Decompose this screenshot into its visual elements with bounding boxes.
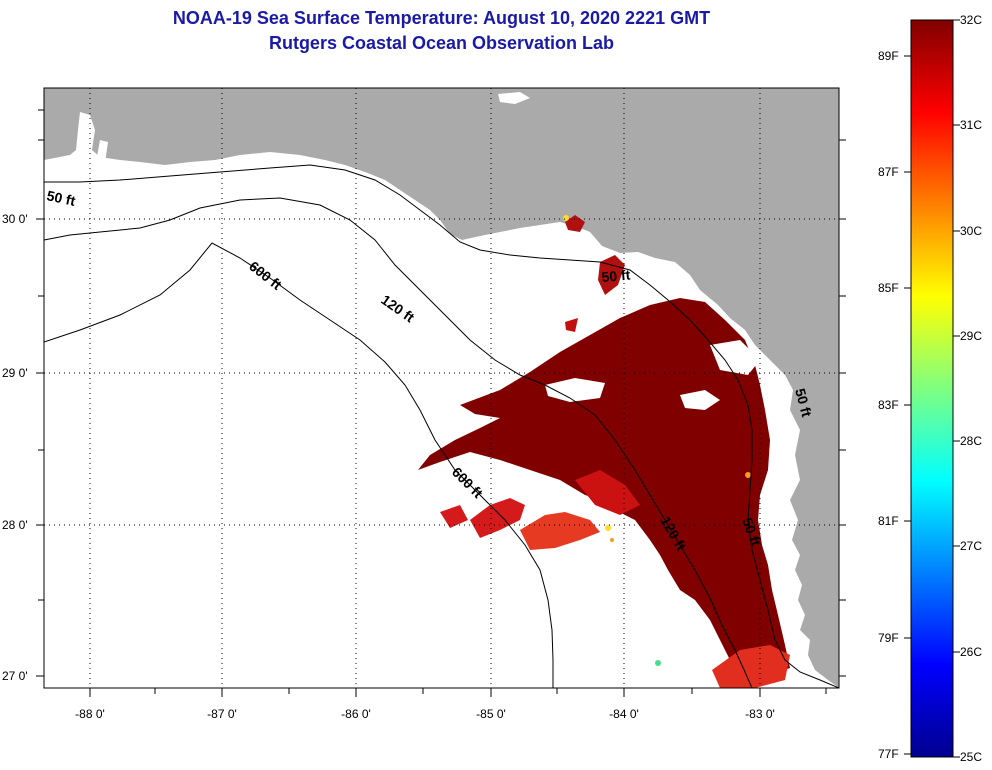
map-subtitle: Rutgers Coastal Ocean Observation Lab (268, 33, 615, 53)
colorbar-label-c: 30C (960, 224, 982, 238)
contour-label: 50 ft (45, 187, 77, 209)
colorbar-label-c: 27C (960, 539, 982, 553)
contour-50ft-north (44, 164, 839, 688)
contour-120ft (44, 197, 753, 688)
colorbar-label-f: 79F (878, 631, 899, 645)
colorbar-label-f: 85F (878, 281, 899, 295)
sst-cloud-hole-2 (680, 390, 720, 410)
contour-label: 50 ft (792, 387, 815, 419)
sst-cloud-hole-1 (545, 378, 605, 402)
sst-red-patch-3 (440, 505, 468, 528)
lon-label: -88 0' (75, 707, 105, 721)
sst-warm-spot-4 (745, 472, 751, 478)
lat-label: 28 0' (2, 518, 28, 532)
land-mass (44, 88, 839, 688)
sst-warm-spot-1 (605, 525, 611, 531)
lon-label: -84 0' (609, 707, 639, 721)
map-title: NOAA-19 Sea Surface Temperature: August … (172, 8, 711, 28)
plot-frame (43, 87, 840, 689)
sst-red-patch-2 (520, 512, 600, 550)
colorbar-label-c: 29C (960, 329, 982, 343)
sst-red-patch-6 (598, 255, 625, 295)
coastal-bay (95, 140, 108, 170)
sst-warm-spot-5 (563, 215, 569, 221)
lon-label: -83 0' (745, 707, 775, 721)
inland-lake (498, 92, 530, 104)
sst-warm-spot-3 (655, 660, 661, 666)
sst-red-patch-1 (470, 498, 525, 538)
colorbar-label-f: 89F (878, 49, 899, 63)
colorbar-label-c: 31C (960, 118, 982, 132)
colorbar-label-c: 32C (960, 13, 982, 27)
lon-label: -85 0' (476, 707, 506, 721)
sst-red-patch-8 (565, 318, 578, 332)
colorbar-label-c: 25C (960, 750, 982, 764)
lat-label: 30 0' (2, 212, 28, 226)
colorbar-label-f: 83F (878, 398, 899, 412)
axis-ticks (36, 109, 846, 697)
lon-label: -87 0' (207, 707, 237, 721)
colorbar-label-c: 26C (960, 645, 982, 659)
colorbar-label-f: 81F (878, 514, 899, 528)
colorbar-ticks (904, 19, 960, 758)
graticule (44, 88, 839, 688)
lat-label: 29 0' (2, 366, 28, 380)
contour-label: 50 ft (601, 267, 631, 285)
lon-label: -86 0' (341, 707, 371, 721)
colorbar (910, 19, 954, 758)
sst-red-patch-5 (712, 645, 790, 688)
colorbar-label-c: 28C (960, 434, 982, 448)
sst-cloud-hole-3 (710, 340, 760, 375)
colorbar-label-f: 77F (878, 747, 899, 761)
colorbar-label-f: 87F (878, 165, 899, 179)
sst-warm-spot-2 (610, 538, 614, 542)
lat-label: 27 0' (2, 669, 28, 683)
